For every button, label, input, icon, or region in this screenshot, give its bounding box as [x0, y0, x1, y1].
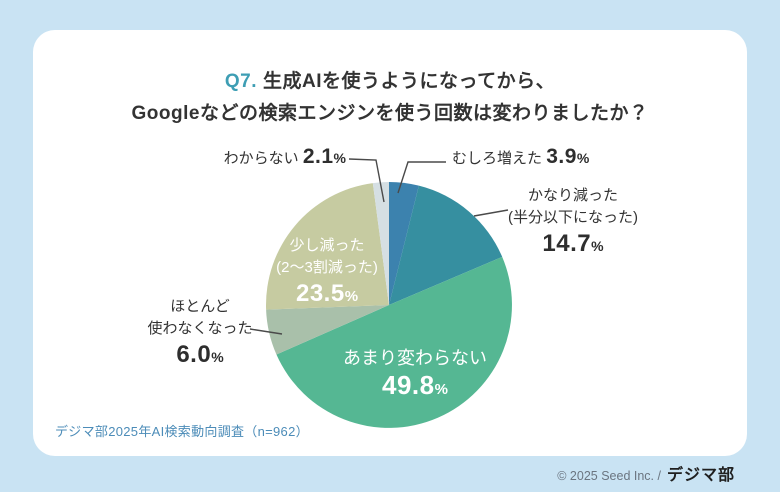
percent-sign: %	[344, 288, 359, 305]
callout-stopped: ほとんど 使わなくなった 6.0%	[100, 296, 300, 370]
pie-label-slightly-decreased: 少し減った (2〜3割減った) 23.5%	[217, 235, 437, 309]
callout-halved-line2: (半分以下になった)	[508, 209, 638, 226]
callout-unknown-label: わからない	[223, 150, 299, 167]
percent-sign: %	[333, 150, 346, 166]
leader-line-unknown	[348, 158, 385, 203]
question-number: Q7.	[224, 71, 258, 92]
brand-logo: デジマ部	[666, 467, 735, 484]
pie-slice-4	[266, 183, 389, 310]
pie-label-unchanged-label: あまり変わらない	[343, 348, 487, 368]
callout-halved-value: 14.7	[542, 230, 592, 257]
callout-stopped-line2: 使わなくなった	[147, 320, 253, 337]
pie-slice-1	[389, 185, 503, 305]
pie-slice-0	[389, 182, 419, 305]
pie-label-slightly-line2: (2〜3割減った)	[276, 259, 378, 276]
callout-halved: かなり減った (半分以下になった) 14.7%	[453, 185, 693, 259]
callout-unknown: わからない 2.1%	[224, 146, 346, 170]
percent-sign: %	[591, 238, 604, 254]
pie-slice-5	[372, 182, 389, 305]
callout-stopped-value: 6.0	[176, 341, 212, 368]
pie-label-slightly-line1: 少し減った	[289, 237, 365, 254]
pie-label-unchanged-value: 49.8	[382, 370, 435, 400]
callout-increased-label: むしろ増えた	[452, 150, 543, 167]
percent-sign: %	[576, 150, 590, 166]
copyright: © 2025 Seed Inc. / デジマ部	[557, 461, 735, 485]
chart-title-line1: Q7. 生成AIを使うようになってから、	[224, 71, 556, 92]
pie-slice-3	[266, 305, 389, 355]
leader-line-increased	[397, 161, 446, 194]
percent-sign: %	[211, 349, 224, 365]
pie-label-unchanged: あまり変わらない 49.8%	[285, 346, 545, 402]
pie-slice-2	[276, 256, 512, 428]
chart-title-line2: Googleなどの検索エンジンを使う回数は変わりましたか？	[131, 103, 649, 124]
leader-line-stopped	[249, 328, 283, 335]
callout-increased: むしろ増えた 3.9%	[452, 146, 589, 170]
source-note: デジマ部2025年AI検索動向調査（n=962）	[55, 424, 309, 439]
callout-stopped-line1: ほとんど	[170, 298, 230, 315]
percent-sign: %	[434, 381, 448, 398]
chart-title: Q7. 生成AIを使うようになってから、 Googleなどの検索エンジンを使う回数…	[0, 66, 780, 130]
callout-increased-value: 3.9	[546, 145, 577, 168]
callout-unknown-value: 2.1	[302, 145, 334, 168]
leader-line-halved	[473, 209, 509, 217]
pie-label-slightly-value: 23.5	[295, 280, 345, 307]
callout-halved-line1: かなり減った	[527, 187, 618, 204]
copyright-text: © 2025 Seed Inc. /	[557, 469, 661, 483]
